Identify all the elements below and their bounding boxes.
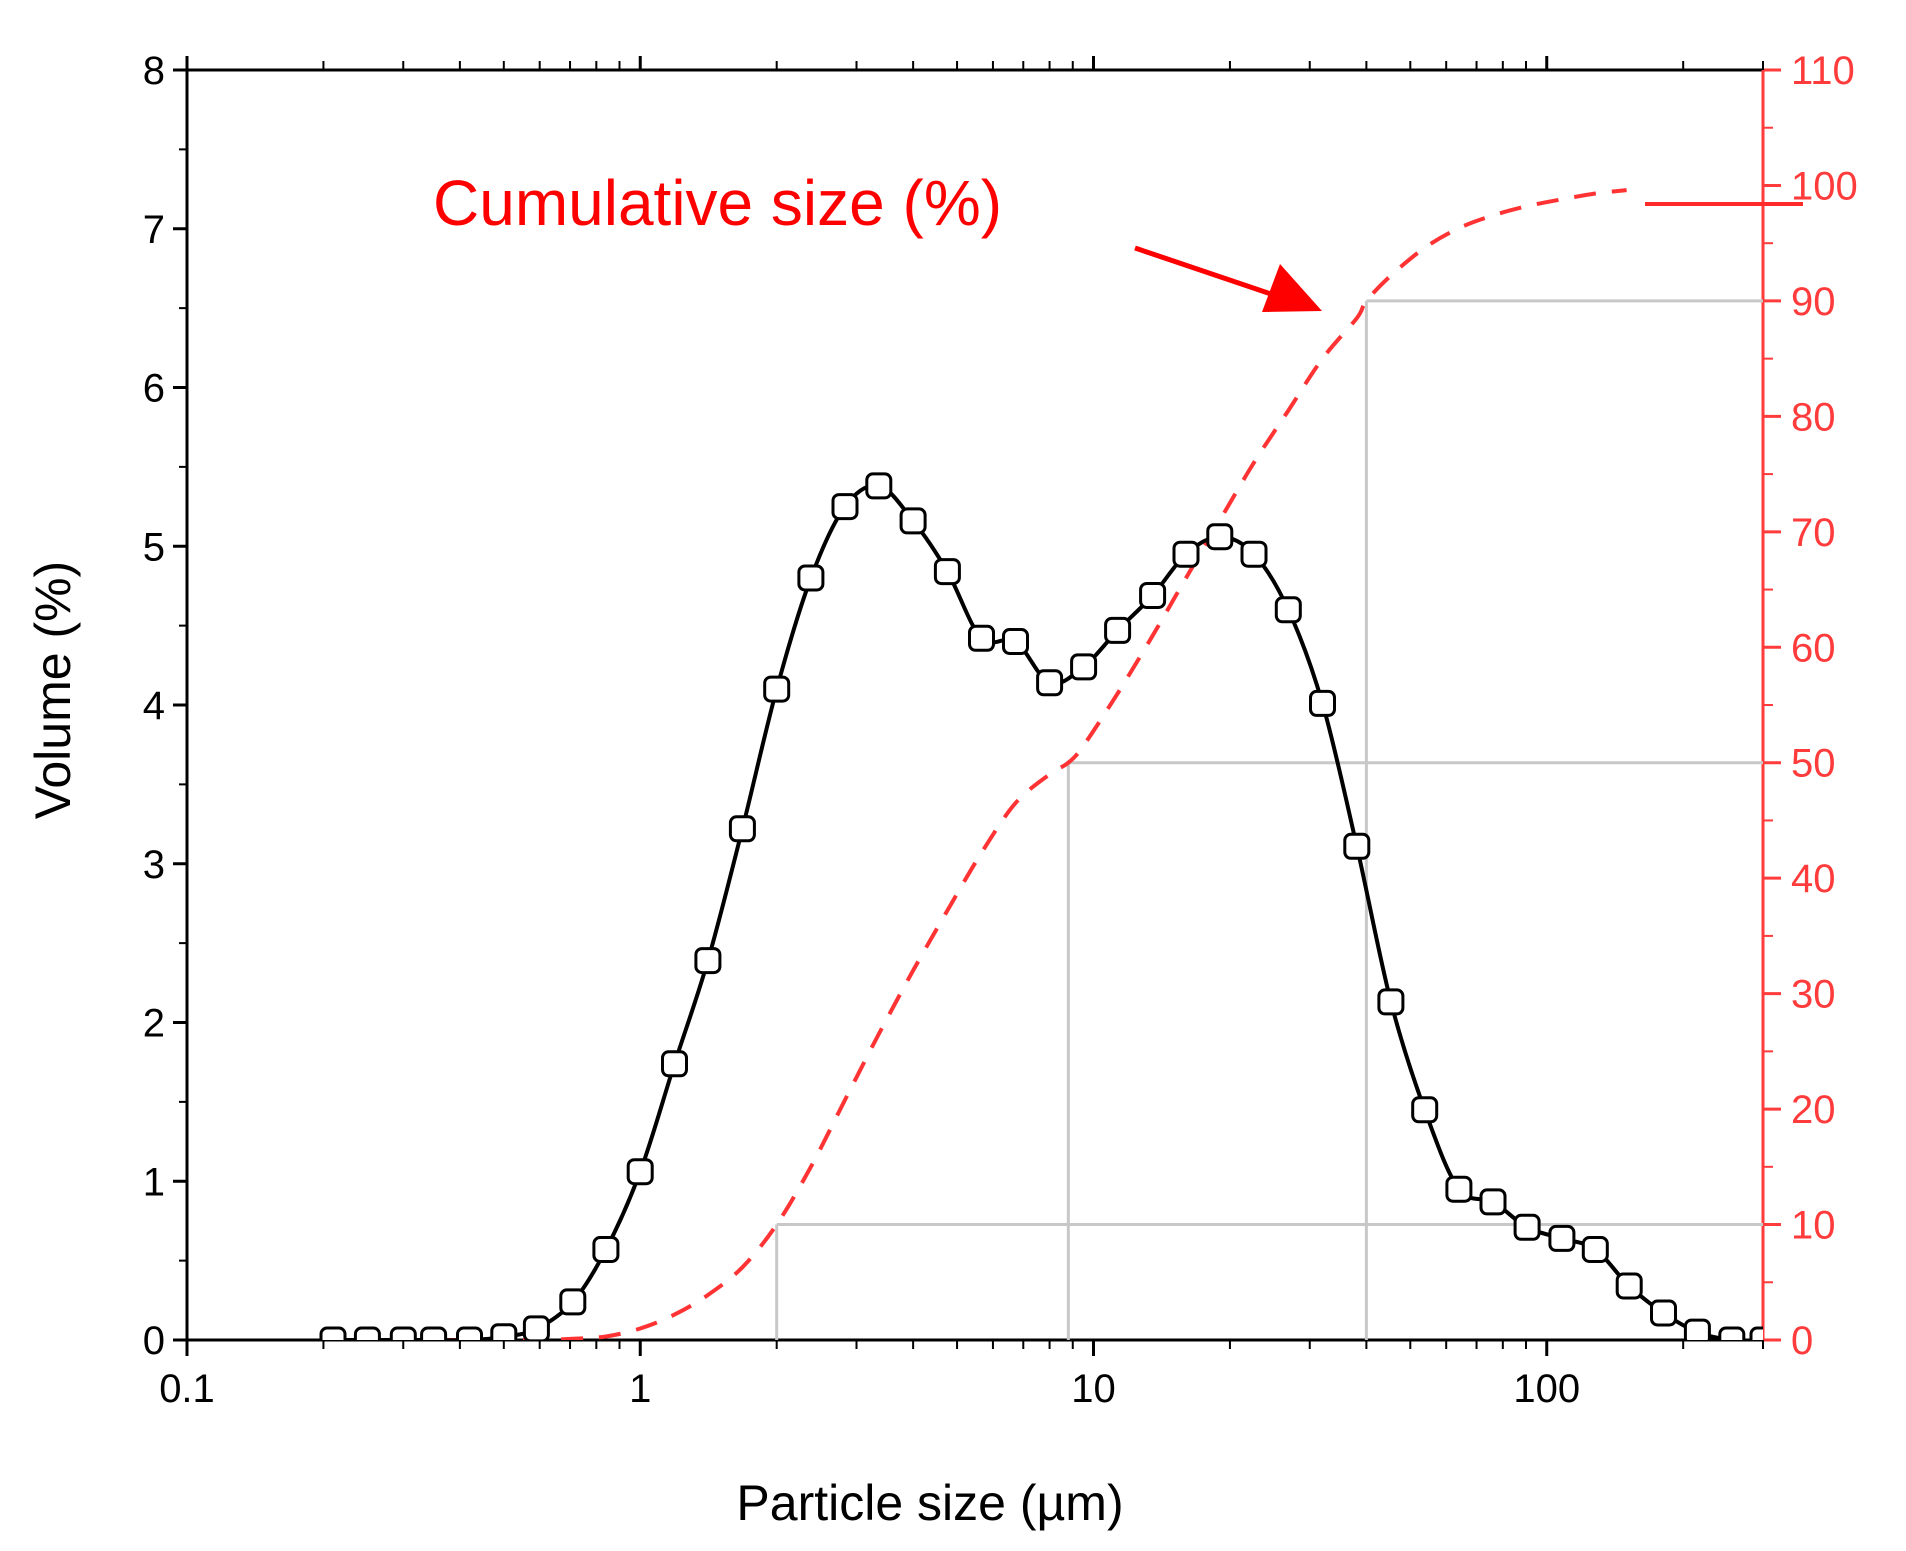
volume-point xyxy=(1445,1175,1473,1203)
volume-point xyxy=(1411,1096,1439,1124)
right-tick-label: 30 xyxy=(1791,973,1836,1017)
volume-series-markers xyxy=(319,472,1763,1340)
left-tick-label: 3 xyxy=(143,843,165,887)
volume-point xyxy=(1683,1318,1711,1340)
left-tick-label: 4 xyxy=(143,684,165,728)
volume-point xyxy=(353,1326,381,1340)
left-tick-label: 7 xyxy=(143,208,165,252)
volume-point xyxy=(420,1326,448,1340)
volume-point xyxy=(1377,988,1405,1016)
volume-point xyxy=(319,1326,347,1340)
right-tick-label: 20 xyxy=(1791,1088,1836,1132)
right-tick-label: 60 xyxy=(1791,626,1836,670)
bottom-axis-ticks: 0.1 1 10 100 xyxy=(159,1340,1764,1411)
right-tick-label: 90 xyxy=(1791,280,1836,324)
volume-point xyxy=(899,507,927,535)
left-axis-ticks: 0 1 2 3 4 5 6 7 8 xyxy=(143,49,187,1363)
volume-point xyxy=(1650,1299,1677,1327)
volume-point xyxy=(968,624,995,652)
volume-point xyxy=(1274,596,1302,624)
volume-point xyxy=(626,1158,654,1186)
volume-point xyxy=(1139,582,1167,609)
volume-point xyxy=(1513,1213,1541,1241)
left-tick-label: 6 xyxy=(143,367,165,411)
top-axis-ticks xyxy=(185,56,1764,70)
volume-point xyxy=(1240,540,1268,568)
volume-point xyxy=(1309,689,1336,717)
volume-point xyxy=(490,1323,518,1340)
annotation-arrow-head xyxy=(1262,264,1322,312)
right-tick-label: 110 xyxy=(1791,49,1855,93)
right-tick-label: 0 xyxy=(1791,1319,1813,1363)
volume-point xyxy=(763,675,791,703)
volume-point xyxy=(1002,628,1029,655)
right-tick-label: 100 xyxy=(1791,164,1858,208)
volume-point xyxy=(1172,540,1200,568)
volume-series-line xyxy=(333,483,1763,1340)
volume-point xyxy=(661,1050,688,1078)
right-axis-ticks: 0 10 20 30 40 50 60 70 80 90 100 110 xyxy=(1763,49,1858,1363)
volume-point xyxy=(1036,669,1064,697)
volume-point xyxy=(1206,523,1234,551)
right-tick-label: 70 xyxy=(1791,511,1836,555)
volume-point xyxy=(1548,1224,1576,1252)
right-tick-label: 50 xyxy=(1791,742,1836,786)
left-tick-label: 8 xyxy=(143,49,165,93)
volume-point xyxy=(1479,1188,1507,1216)
plot-frame xyxy=(185,68,1765,1342)
volume-point xyxy=(522,1315,550,1340)
volume-point xyxy=(1615,1272,1643,1300)
volume-point xyxy=(389,1326,417,1340)
right-tick-label: 80 xyxy=(1791,395,1836,439)
volume-point xyxy=(1718,1326,1746,1340)
volume-point xyxy=(933,558,961,586)
percentile-guide-lines xyxy=(775,299,1763,1340)
left-tick-label: 1 xyxy=(143,1160,165,1204)
volume-point xyxy=(1581,1236,1609,1263)
volume-point xyxy=(728,815,756,843)
volume-point xyxy=(831,493,859,521)
volume-point xyxy=(456,1326,483,1340)
volume-point xyxy=(865,472,893,500)
volume-point xyxy=(694,947,722,975)
y-axis-title: Volume (%) xyxy=(25,561,81,819)
left-tick-label: 0 xyxy=(143,1319,165,1363)
bottom-tick-label: 1 xyxy=(629,1367,651,1411)
cumulative-series-line xyxy=(333,188,1627,1340)
volume-point xyxy=(1343,832,1371,860)
volume-point xyxy=(797,564,825,592)
bottom-tick-label: 0.1 xyxy=(159,1367,215,1411)
cumulative-annotation: Cumulative size (%) xyxy=(433,167,1002,239)
right-tick-label: 40 xyxy=(1791,857,1836,901)
volume-point xyxy=(1070,653,1098,681)
left-tick-label: 2 xyxy=(143,1002,165,1046)
left-tick-label: 5 xyxy=(143,525,165,569)
right-tick-label: 10 xyxy=(1791,1204,1836,1248)
bottom-tick-label: 10 xyxy=(1071,1367,1116,1411)
x-axis-title: Particle size (µm) xyxy=(736,1475,1123,1531)
volume-point xyxy=(1104,616,1132,644)
volume-point xyxy=(1749,1326,1763,1340)
volume-point xyxy=(559,1288,587,1316)
annotation-arrow-shaft xyxy=(1134,245,1281,300)
bottom-tick-label: 100 xyxy=(1513,1367,1580,1411)
volume-point xyxy=(592,1236,620,1263)
